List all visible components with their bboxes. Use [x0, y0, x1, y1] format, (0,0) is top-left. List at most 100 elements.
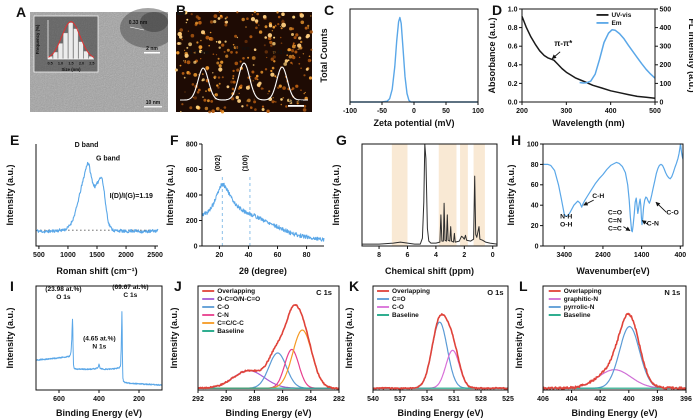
svg-text:200: 200 — [516, 108, 528, 115]
svg-text:0.0: 0.0 — [508, 99, 518, 106]
panel-f: F 20 40 60 80 0 200 400 600 800 2θ (degree) Intens… — [164, 132, 332, 278]
series-graphitic-n — [543, 369, 686, 389]
svg-text:C=C/C-C: C=C/C-C — [217, 320, 244, 327]
series-overlapping — [197, 303, 340, 390]
shaded-band — [460, 144, 468, 246]
svg-text:500: 500 — [33, 252, 45, 259]
series-1h-nmr — [362, 143, 498, 245]
svg-text:graphitic-N: graphitic-N — [564, 296, 599, 303]
svg-text:O-C=O/N-C=O: O-C=O/N-C=O — [217, 296, 260, 303]
panel-i-label: I — [10, 278, 14, 294]
svg-text:1.0: 1.0 — [58, 62, 63, 66]
svg-text:Overlapping: Overlapping — [392, 288, 430, 295]
svg-text:3.97 nm: 3.97 nm — [189, 50, 209, 56]
svg-text:525: 525 — [502, 396, 514, 403]
svg-text:500: 500 — [660, 6, 672, 13]
svg-text:Intensity (a.u.): Intensity (a.u.) — [344, 307, 354, 368]
shaded-band — [473, 144, 485, 246]
svg-text:Chemical shift (ppm): Chemical shift (ppm) — [385, 266, 474, 276]
chart-svg-l: 406 404 402 400 398 396 Binding Energy (eV) Int… — [514, 285, 692, 418]
svg-text:C-N: C-N — [647, 221, 659, 228]
svg-text:4: 4 — [434, 252, 438, 259]
panel-a-label: A — [16, 4, 27, 20]
series-c-o — [373, 321, 508, 389]
svg-text:2400: 2400 — [595, 252, 611, 259]
panel-c-chart: -100 -50 0 50 100 Zeta potential (mV) Total Co… — [318, 2, 488, 130]
chart-svg-e: 500 1000 1500 2000 2500 Roman shift (cm⁻¹) Int… — [5, 142, 163, 276]
hrtem-scale-bar — [144, 52, 160, 54]
svg-text:528: 528 — [475, 396, 487, 403]
svg-text:Binding Energy (eV): Binding Energy (eV) — [397, 408, 483, 418]
size-fit-curve — [47, 21, 95, 58]
panel-h: H 3400 2400 1400 400 0 20 40 60 80 100 Wavenumber(… — [505, 132, 693, 278]
svg-text:(23.98 at.%)O 1s: (23.98 at.%) O 1s — [45, 286, 81, 301]
svg-text:400: 400 — [93, 396, 105, 403]
svg-text:(002): (002) — [215, 155, 222, 171]
svg-text:40: 40 — [531, 203, 539, 210]
series-xrd — [201, 182, 325, 242]
svg-text:C-O: C-O — [392, 304, 404, 311]
panel-c-label: C — [324, 2, 335, 18]
svg-text:Intensity (a.u.): Intensity (a.u.) — [506, 164, 516, 225]
svg-text:2500: 2500 — [147, 252, 163, 259]
panel-e-chart: 500 1000 1500 2000 2500 Roman shift (cm⁻¹) Int… — [4, 132, 166, 278]
svg-text:Intensity (a.u.): Intensity (a.u.) — [169, 307, 179, 368]
chart-svg-j: 292 290 288 286 284 282 Binding Energy (eV) Int… — [169, 285, 345, 418]
plot-frame — [542, 143, 684, 247]
svg-text:100: 100 — [472, 108, 484, 115]
panel-f-chart: 20 40 60 80 0 200 400 600 800 2θ (degree) Intensit… — [164, 132, 332, 278]
svg-text:0: 0 — [194, 243, 198, 250]
svg-text:1400: 1400 — [634, 252, 650, 259]
series-em — [579, 29, 656, 84]
svg-text:6: 6 — [406, 252, 410, 259]
svg-text:60: 60 — [531, 182, 539, 189]
panel-f-label: F — [170, 132, 179, 148]
svg-text:0: 0 — [412, 108, 416, 115]
svg-text:400: 400 — [623, 396, 635, 403]
plot-frame — [542, 285, 687, 391]
svg-text:Baseline: Baseline — [392, 312, 419, 319]
svg-text:(69.67 at.%)C 1s: (69.67 at.%) C 1s — [112, 284, 148, 299]
svg-text:600: 600 — [53, 396, 65, 403]
svg-text:-100: -100 — [343, 108, 357, 115]
annotation-arrow — [623, 226, 631, 232]
chart-svg-d: 200 300 400 500 0.0 0.2 0.4 0.6 0.8 1.0 0 100 200 300… — [487, 6, 693, 128]
svg-text:Frequency (%): Frequency (%) — [35, 24, 40, 54]
svg-text:282: 282 — [333, 396, 345, 403]
chart-svg-g: 8 6 4 2 0 Chemical shift (ppm) Intensity (a.u.… — [331, 143, 498, 276]
panel-g: G 8 6 4 2 0 Chemical shift (ppm) Intensity (a.… — [330, 132, 507, 278]
svg-text:N-HO-H: N-H O-H — [560, 213, 573, 228]
panel-j: J 292 290 288 286 284 282 Binding Energy (eV) I… — [168, 278, 346, 420]
svg-text:10 nm: 10 nm — [146, 100, 161, 106]
svg-text:396: 396 — [680, 396, 692, 403]
svg-text:80: 80 — [531, 162, 539, 169]
series-overlapping — [542, 312, 687, 391]
chart-svg-c: -100 -50 0 50 100 Zeta potential (mV) Total Co… — [319, 8, 484, 128]
panel-g-label: G — [336, 132, 347, 148]
plot-frame — [197, 285, 340, 391]
svg-text:Zeta potential (mV): Zeta potential (mV) — [373, 118, 454, 128]
annotation-arrow — [655, 201, 667, 213]
panel-k-chart: 540 537 534 531 528 525 Binding Energy (eV) Int… — [343, 278, 515, 420]
svg-text:Intensity (a.u.): Intensity (a.u.) — [331, 164, 341, 225]
panel-c: C -100 -50 0 50 100 Zeta potential (mV) Total … — [318, 2, 488, 130]
svg-text:0.2: 0.2 — [508, 81, 518, 88]
svg-text:0.6: 0.6 — [508, 44, 518, 51]
svg-text:C=OC=NC=C: C=O C=N C=C — [608, 209, 622, 232]
svg-text:2.0: 2.0 — [79, 62, 84, 66]
tem-scale-bar — [144, 106, 162, 108]
svg-text:8: 8 — [377, 252, 381, 259]
svg-text:100: 100 — [527, 141, 539, 148]
svg-text:FL Intensity (a.u.): FL Intensity (a.u.) — [687, 18, 693, 92]
svg-text:C 1s: C 1s — [316, 288, 332, 297]
svg-text:60: 60 — [274, 252, 282, 259]
svg-text:G band: G band — [96, 155, 120, 162]
series-raman — [35, 161, 159, 234]
series-pyrrolic-n — [543, 325, 686, 389]
panel-j-chart: 292 290 288 286 284 282 Binding Energy (eV) Int… — [168, 278, 346, 420]
svg-text:2θ (degree): 2θ (degree) — [239, 266, 287, 276]
svg-text:534: 534 — [421, 396, 433, 403]
svg-text:C-H: C-H — [592, 193, 604, 200]
plot-axes — [35, 144, 158, 247]
panel-g-chart: 8 6 4 2 0 Chemical shift (ppm) Intensity (a.u.… — [330, 132, 507, 278]
